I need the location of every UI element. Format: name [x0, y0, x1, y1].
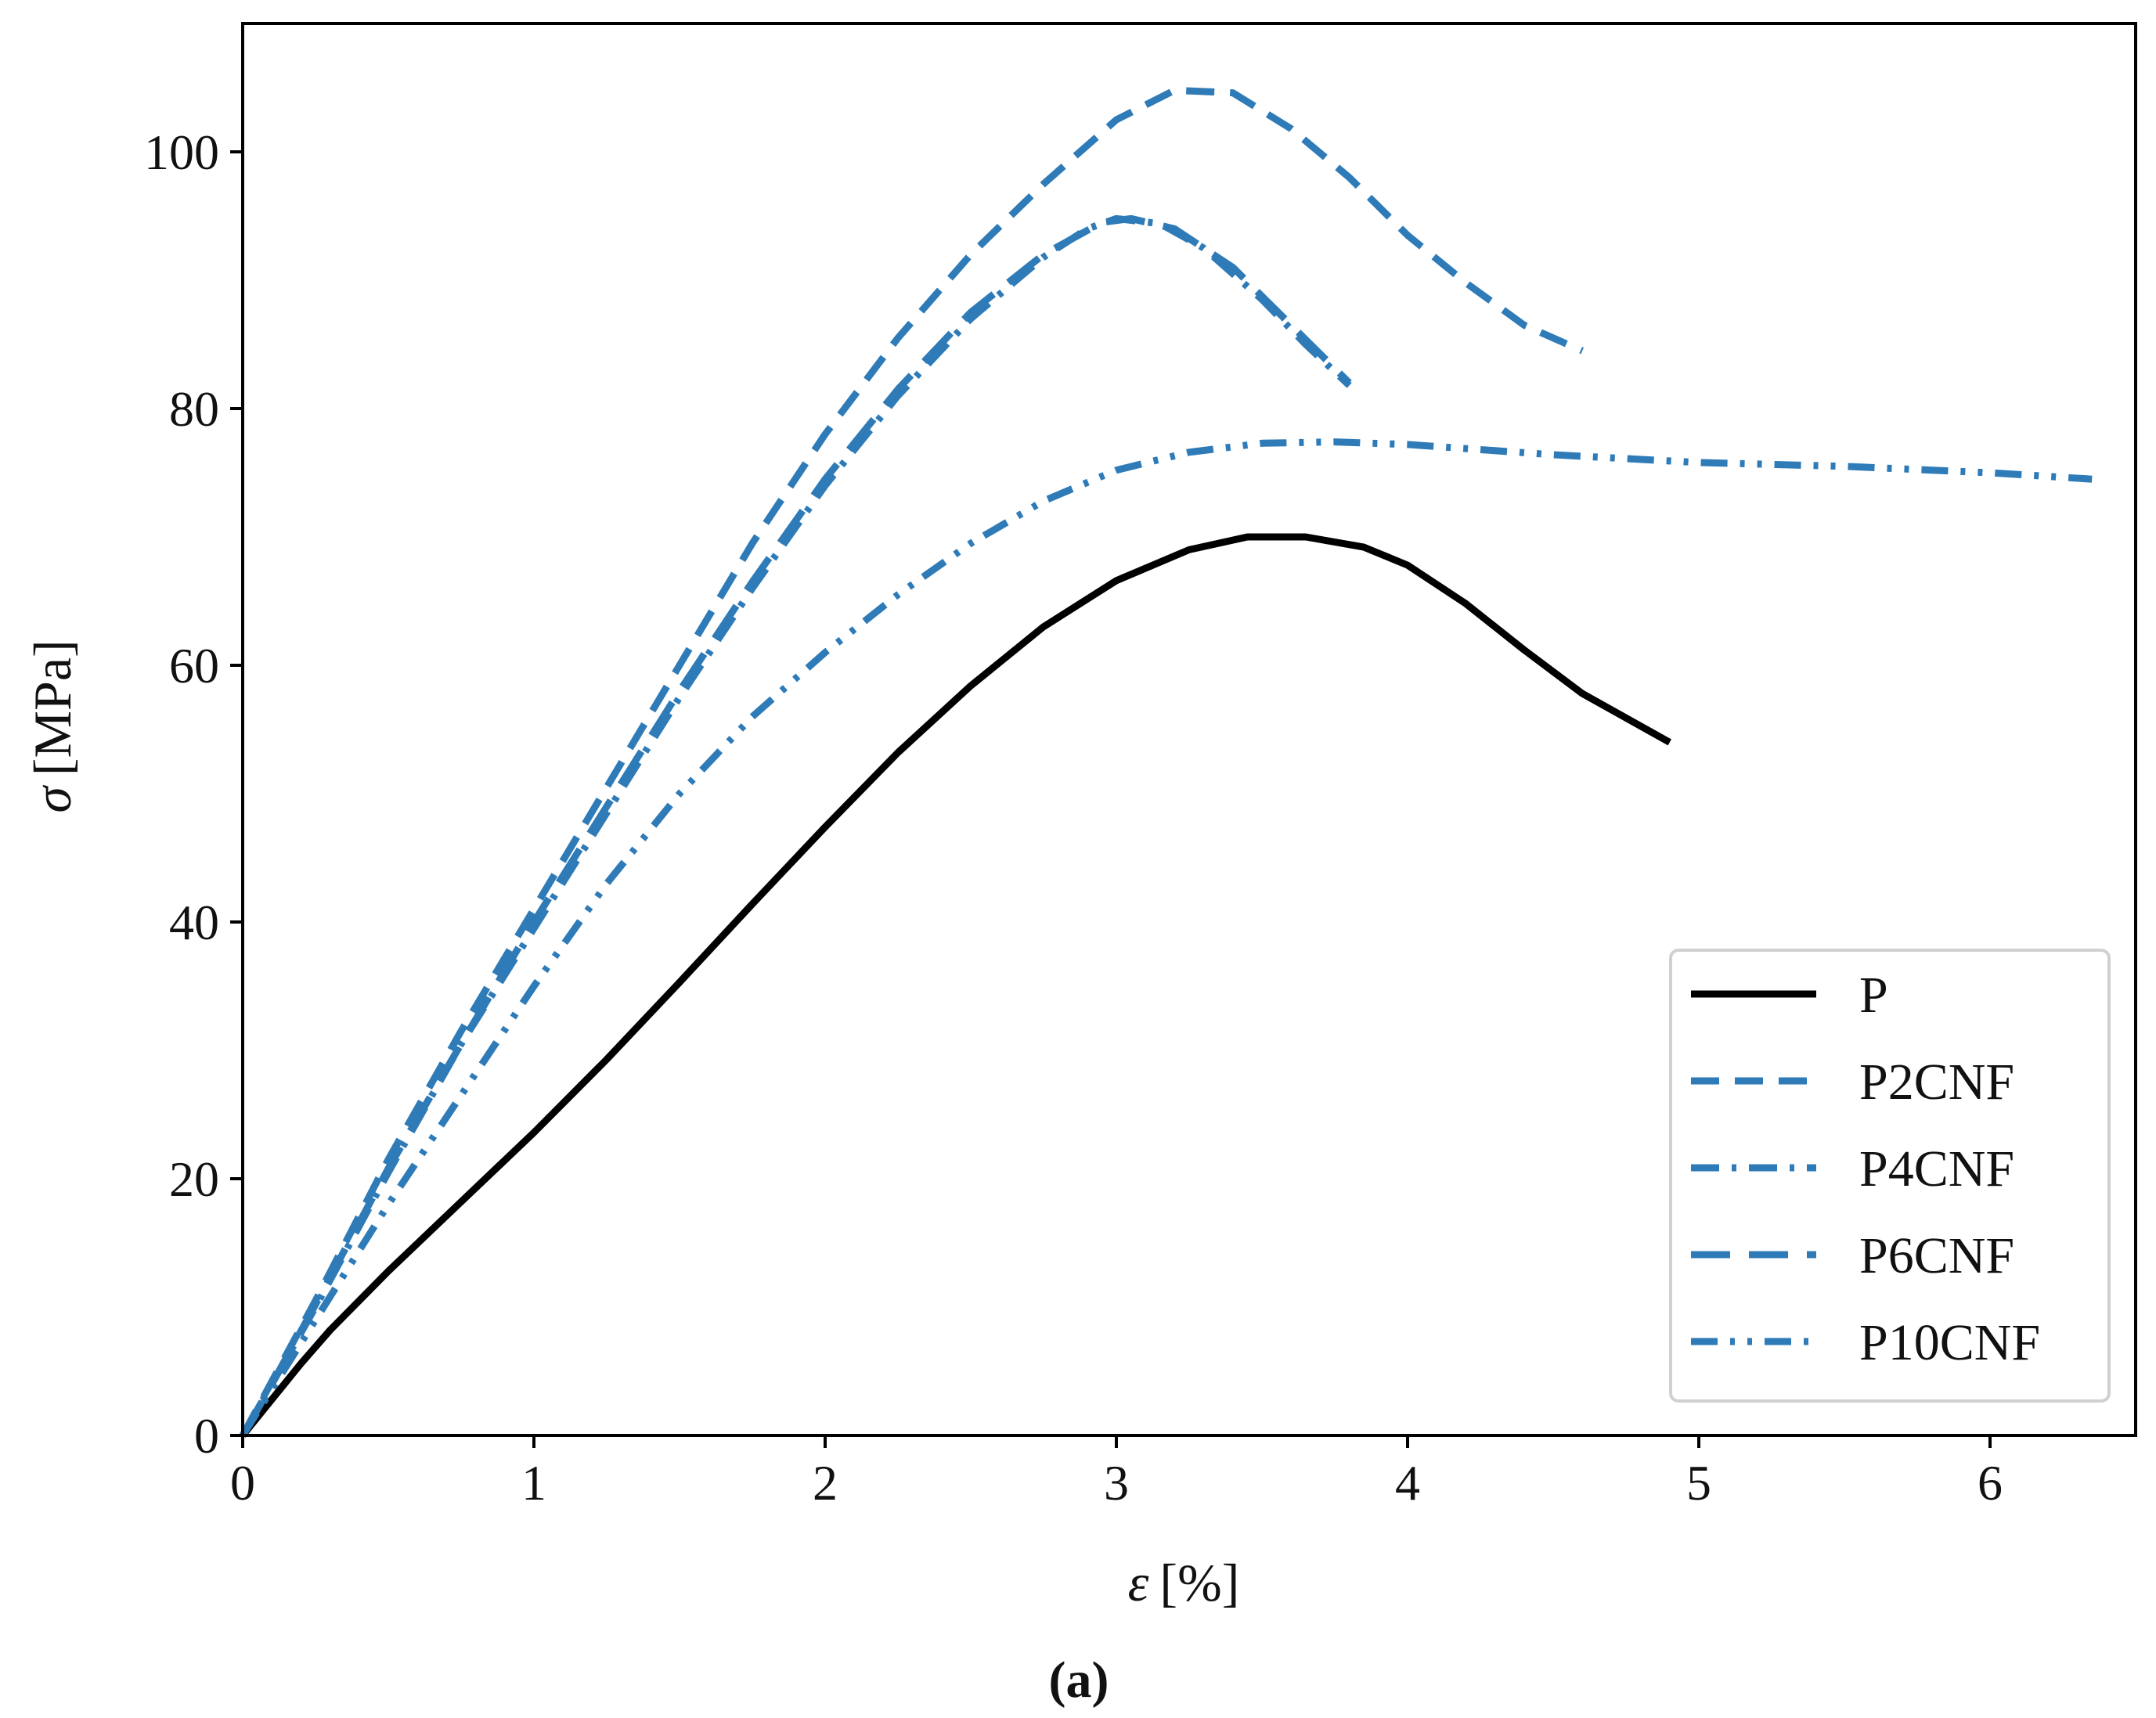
figure-caption: (a): [1049, 1651, 1109, 1709]
x-tick-label: 0: [230, 1455, 255, 1511]
series-line-p10cnf: [240, 438, 2093, 1438]
series-line-p: [240, 533, 1671, 1438]
legend-label-p2cnf: P2CNF: [1859, 1053, 2014, 1111]
legend-label-p: P: [1859, 967, 1888, 1024]
y-tick-label: 40: [169, 895, 219, 950]
y-tick-label: 100: [144, 124, 219, 180]
y-axis-unit: [MPa]: [23, 639, 82, 776]
x-axis-ticks: 0 1 2 3 4 5 6: [230, 1435, 2003, 1511]
y-axis-symbol: σ: [23, 785, 82, 813]
y-tick-label: 20: [169, 1151, 219, 1207]
series-line-p4cnf: [240, 214, 1352, 1438]
y-tick-label: 60: [169, 638, 219, 693]
y-axis-ticks: 0 20 40 60 80 100: [144, 124, 243, 1464]
series-line-p6cnf: [240, 214, 1352, 1438]
x-tick-label: 1: [521, 1455, 546, 1511]
legend: P P2CNF P4CNF P6CNF P10CNF: [1669, 949, 2111, 1403]
legend-label-p4cnf: P4CNF: [1859, 1140, 2014, 1198]
x-tick-label: 5: [1686, 1455, 1711, 1511]
series-line-p2cnf: [240, 86, 1585, 1438]
plot-area: 0 1 2 3 4 5 6 0 20 40 60 80 100: [144, 22, 2137, 1511]
legend-label-p6cnf: P6CNF: [1859, 1227, 2014, 1284]
legend-label-p10cnf: P10CNF: [1859, 1314, 2040, 1371]
y-tick-label: 80: [169, 381, 219, 437]
x-tick-label: 6: [1978, 1455, 2003, 1511]
x-tick-label: 3: [1104, 1455, 1129, 1511]
series-layer: [240, 86, 2093, 1438]
y-axis-label: σ [MPa]: [23, 639, 82, 812]
x-axis-unit: [%]: [1159, 1553, 1239, 1612]
x-axis-label: ε [%]: [1128, 1553, 1240, 1612]
x-axis-symbol: ε: [1128, 1553, 1149, 1612]
legend-box: [1669, 949, 2111, 1403]
x-tick-label: 4: [1395, 1455, 1420, 1511]
y-tick-label: 0: [194, 1408, 219, 1464]
x-tick-label: 2: [813, 1455, 838, 1511]
plot-frame: [241, 22, 2137, 1437]
legend-items: P P2CNF P4CNF P6CNF P10CNF: [1691, 967, 2040, 1371]
